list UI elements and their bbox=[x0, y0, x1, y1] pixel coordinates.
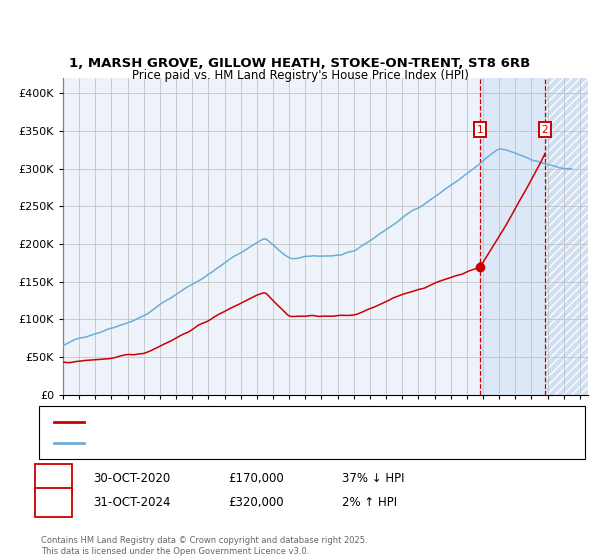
Text: 2: 2 bbox=[50, 496, 57, 509]
Text: Contains HM Land Registry data © Crown copyright and database right 2025.
This d: Contains HM Land Registry data © Crown c… bbox=[41, 536, 367, 556]
Text: 1: 1 bbox=[477, 125, 484, 134]
Text: 37% ↓ HPI: 37% ↓ HPI bbox=[342, 472, 404, 486]
Text: Price paid vs. HM Land Registry's House Price Index (HPI): Price paid vs. HM Land Registry's House … bbox=[131, 69, 469, 82]
Text: £320,000: £320,000 bbox=[228, 496, 284, 509]
Text: 30-OCT-2020: 30-OCT-2020 bbox=[93, 472, 170, 486]
Bar bbox=[480, 78, 588, 395]
Bar bbox=[545, 78, 588, 395]
Text: 31-OCT-2024: 31-OCT-2024 bbox=[93, 496, 170, 509]
Text: HPI: Average price, detached house, Staffordshire Moorlands: HPI: Average price, detached house, Staf… bbox=[96, 438, 414, 448]
Text: £170,000: £170,000 bbox=[228, 472, 284, 486]
Text: 2% ↑ HPI: 2% ↑ HPI bbox=[342, 496, 397, 509]
Text: 1: 1 bbox=[50, 472, 57, 486]
Text: 2: 2 bbox=[542, 125, 548, 134]
Bar bbox=[545, 78, 588, 395]
Text: 1, MARSH GROVE, GILLOW HEATH, STOKE-ON-TRENT, ST8 6RB: 1, MARSH GROVE, GILLOW HEATH, STOKE-ON-T… bbox=[70, 57, 530, 70]
Text: 1, MARSH GROVE, GILLOW HEATH, STOKE-ON-TRENT, ST8 6RB (detached house): 1, MARSH GROVE, GILLOW HEATH, STOKE-ON-T… bbox=[96, 417, 515, 427]
